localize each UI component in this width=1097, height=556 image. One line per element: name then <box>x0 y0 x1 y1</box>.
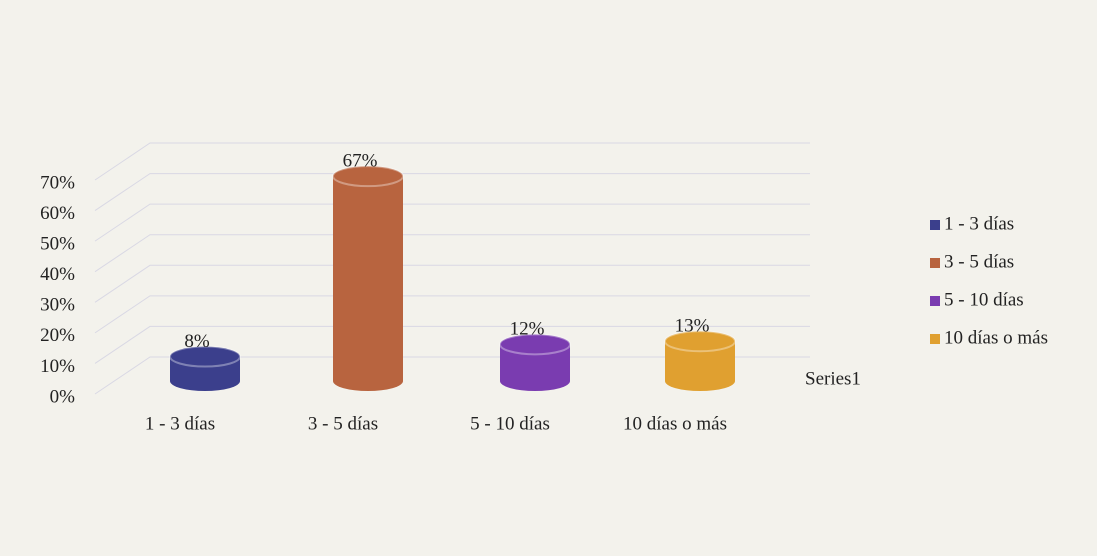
legend-swatch <box>930 296 940 306</box>
x-tick-label: 5 - 10 días <box>470 413 550 434</box>
y-tick-label: 10% <box>40 356 75 377</box>
y-tick-label: 30% <box>40 295 75 316</box>
y-tick-label: 0% <box>50 386 76 407</box>
y-tick-label: 40% <box>40 264 75 285</box>
legend-label: 1 - 3 días <box>944 213 1014 234</box>
grid-line <box>94 173 810 211</box>
legend-label: 5 - 10 días <box>944 289 1024 310</box>
y-tick-label: 20% <box>40 325 75 346</box>
grid-line <box>94 234 810 273</box>
legend-label: 3 - 5 días <box>944 251 1014 272</box>
grid-line <box>94 325 810 364</box>
bar-top <box>664 330 736 353</box>
data-label: 12% <box>510 319 545 340</box>
legend-label: 10 días o más <box>944 327 1048 348</box>
y-tick-label: 50% <box>40 234 75 255</box>
grid-line <box>94 356 810 395</box>
series-axis-label: Series1 <box>805 368 861 389</box>
y-tick-label: 70% <box>40 172 75 193</box>
bar-top <box>499 333 571 356</box>
grid-line <box>94 142 810 181</box>
legend-swatch <box>930 258 940 268</box>
x-tick-label: 10 días o más <box>623 413 727 434</box>
x-tick-label: 3 - 5 días <box>308 413 378 434</box>
legend-swatch <box>930 334 940 344</box>
bar-top <box>169 345 241 368</box>
y-tick-label: 60% <box>40 203 75 224</box>
grid-line <box>94 203 810 242</box>
bar-top <box>332 165 404 188</box>
x-tick-label: 1 - 3 días <box>145 413 215 434</box>
bar <box>333 176 403 381</box>
data-label: 8% <box>184 331 210 352</box>
grid-line <box>94 264 810 303</box>
legend-swatch <box>930 220 940 230</box>
grid-line <box>94 295 810 334</box>
data-label: 13% <box>675 316 710 337</box>
data-label: 67% <box>343 151 378 172</box>
